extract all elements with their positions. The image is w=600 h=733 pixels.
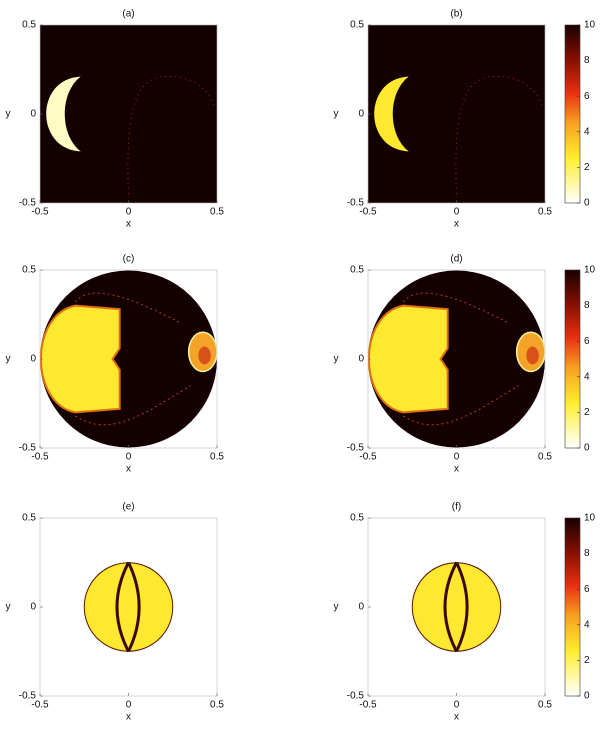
- colorbar-tick-label: 2: [584, 407, 590, 418]
- image-feature: [75, 292, 191, 426]
- image-feature: [526, 346, 539, 365]
- y-tick-label: 0.5: [350, 265, 364, 276]
- x-tick-label: -0.5: [31, 452, 49, 463]
- image-feature: [115, 561, 141, 653]
- x-tick-label: 0.5: [210, 452, 224, 463]
- x-axis-label: x: [454, 712, 459, 723]
- image-background: [40, 25, 217, 203]
- x-axis-label: x: [126, 712, 131, 723]
- x-axis-label: x: [126, 219, 131, 230]
- colorbar-tick-label: 0: [584, 691, 590, 702]
- colorbar: [564, 517, 581, 697]
- x-axis-label: x: [126, 464, 131, 475]
- x-tick-label: -0.5: [359, 207, 377, 218]
- panel-title: (c): [123, 254, 135, 265]
- x-tick-label: 0: [126, 207, 132, 218]
- image-feature: [403, 292, 519, 426]
- x-tick-label: 0: [126, 700, 132, 711]
- y-axis-label: y: [6, 109, 11, 120]
- colorbar: [564, 269, 581, 449]
- x-tick-label: -0.5: [31, 700, 49, 711]
- plot-area: [368, 270, 545, 448]
- colorbar-tick-label: 10: [584, 265, 596, 276]
- y-axis-label: y: [334, 109, 339, 120]
- image-feature: [374, 76, 409, 152]
- y-tick-label: 0.5: [350, 20, 364, 31]
- y-tick-label: 0.5: [350, 513, 364, 524]
- y-tick-label: 0: [358, 602, 364, 613]
- y-tick-label: 0: [358, 354, 364, 365]
- image-feature: [198, 346, 211, 365]
- y-tick-label: 0.5: [22, 265, 36, 276]
- image-background: [368, 25, 545, 203]
- x-tick-label: 0: [126, 452, 132, 463]
- y-tick-label: 0: [30, 354, 36, 365]
- panel-title: (d): [450, 254, 462, 265]
- colorbar-tick-label: 2: [584, 655, 590, 666]
- image-feature: [368, 304, 449, 414]
- x-tick-label: 0: [454, 207, 460, 218]
- colorbar-tick-label: 8: [584, 55, 590, 66]
- colorbar-tick-label: 8: [584, 548, 590, 559]
- x-tick-label: -0.5: [359, 700, 377, 711]
- plot-area: [40, 25, 217, 203]
- image-feature: [46, 76, 81, 152]
- x-tick-label: -0.5: [31, 207, 49, 218]
- y-tick-label: -0.5: [347, 691, 365, 702]
- panel-title: (e): [122, 502, 134, 513]
- colorbar-tick-label: 8: [584, 300, 590, 311]
- y-tick-label: -0.5: [347, 198, 365, 209]
- colorbar: [564, 24, 581, 204]
- y-tick-label: 0: [30, 602, 36, 613]
- plot-area: [83, 561, 174, 653]
- x-axis-label: x: [454, 219, 459, 230]
- plot-area: [411, 561, 502, 653]
- y-tick-label: 0.5: [22, 20, 36, 31]
- colorbar-tick-label: 6: [584, 336, 590, 347]
- image-feature: [83, 562, 174, 652]
- colorbar-tick-label: 4: [584, 619, 590, 630]
- colorbar-tick-label: 4: [584, 371, 590, 382]
- y-tick-label: 0.5: [22, 513, 36, 524]
- x-tick-label: 0: [454, 700, 460, 711]
- y-axis-label: y: [6, 602, 11, 613]
- x-tick-label: 0.5: [538, 700, 552, 711]
- image-feature: [411, 562, 502, 652]
- image-feature: [443, 561, 469, 653]
- colorbar-tick-label: 6: [584, 91, 590, 102]
- x-tick-label: 0.5: [538, 207, 552, 218]
- x-tick-label: 0.5: [210, 207, 224, 218]
- x-tick-label: 0.5: [538, 452, 552, 463]
- y-tick-label: 0: [30, 109, 36, 120]
- y-axis-label: y: [6, 354, 11, 365]
- y-tick-label: -0.5: [19, 691, 37, 702]
- y-tick-label: 0: [358, 109, 364, 120]
- y-tick-label: -0.5: [19, 198, 37, 209]
- colorbar-tick-label: 6: [584, 584, 590, 595]
- x-tick-label: 0: [454, 452, 460, 463]
- image-feature: [40, 304, 121, 414]
- image-feature: [455, 76, 542, 195]
- y-tick-label: -0.5: [19, 443, 37, 454]
- colorbar-tick-label: 10: [584, 20, 596, 31]
- colorbar-tick-label: 2: [584, 162, 590, 173]
- plot-area: [368, 25, 545, 203]
- y-axis-label: y: [334, 602, 339, 613]
- x-tick-label: -0.5: [359, 452, 377, 463]
- y-tick-label: -0.5: [347, 443, 365, 454]
- colorbar-tick-label: 0: [584, 198, 590, 209]
- plot-area: [40, 270, 217, 448]
- colorbar-tick-label: 10: [584, 513, 596, 524]
- x-axis-label: x: [454, 464, 459, 475]
- y-axis-label: y: [334, 354, 339, 365]
- panel-title: (a): [122, 9, 134, 20]
- colorbar-tick-label: 0: [584, 443, 590, 454]
- x-tick-label: 0.5: [210, 700, 224, 711]
- colorbar-tick-label: 4: [584, 126, 590, 137]
- panel-title: (f): [452, 502, 461, 513]
- panel-title: (b): [450, 9, 462, 20]
- image-feature: [127, 76, 214, 195]
